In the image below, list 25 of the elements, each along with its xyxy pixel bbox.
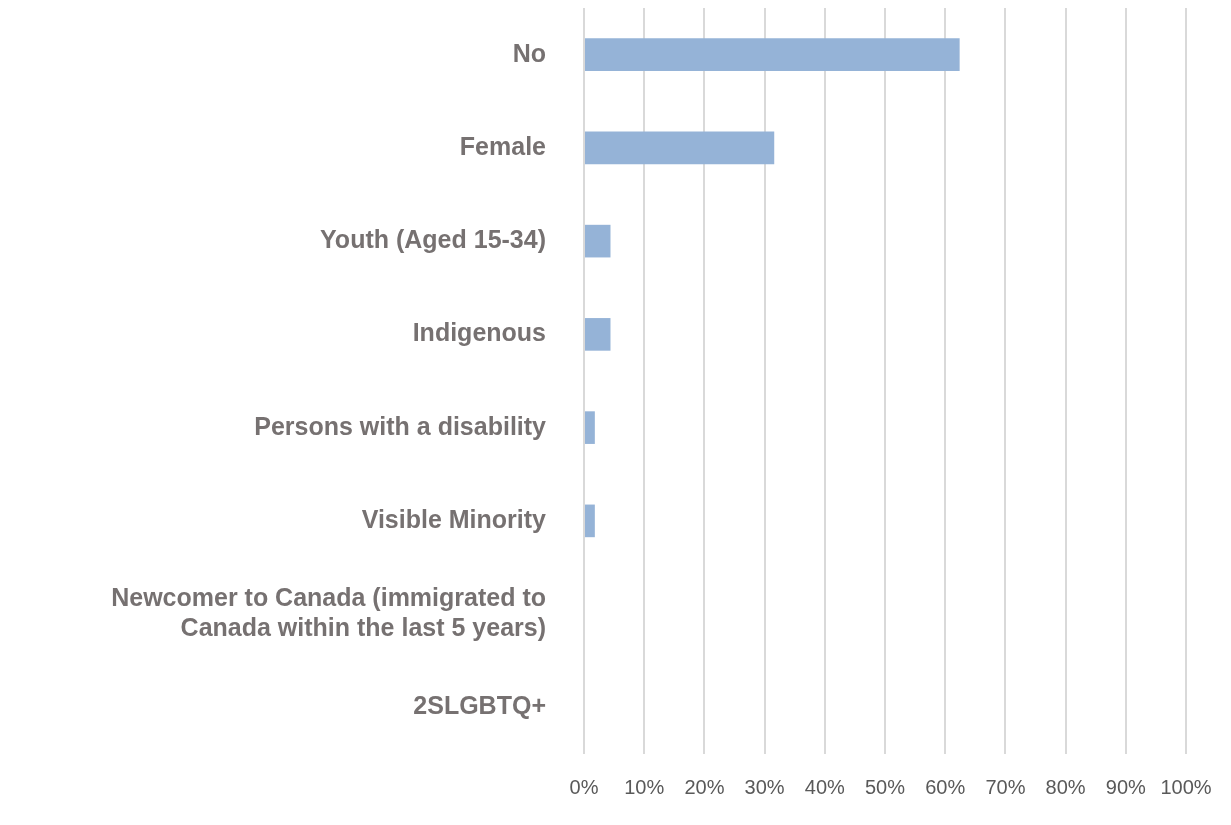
y-tick-label: 2SLGBTQ+ bbox=[413, 691, 546, 720]
bar bbox=[585, 411, 595, 444]
x-tick-label: 0% bbox=[569, 775, 599, 798]
y-tick-label: Female bbox=[459, 131, 547, 160]
x-tick-label: 70% bbox=[985, 775, 1026, 798]
bar bbox=[585, 38, 960, 71]
x-tick-label: 40% bbox=[804, 775, 846, 798]
x-tick-label: 90% bbox=[1105, 775, 1147, 798]
y-tick-label: Visible Minority bbox=[361, 504, 547, 533]
y-tick-label: Persons with a disability bbox=[254, 411, 547, 440]
y-tick-label: Youth (Aged 15-34) bbox=[320, 225, 546, 254]
x-tick-label: 10% bbox=[624, 775, 665, 798]
bar bbox=[585, 504, 595, 538]
x-tick-label: 100% bbox=[1160, 775, 1212, 798]
x-tick-label: 20% bbox=[684, 775, 725, 798]
x-tick-label: 50% bbox=[864, 775, 906, 798]
x-tick-label: 80% bbox=[1045, 775, 1086, 798]
bar bbox=[585, 224, 611, 258]
y-tick-label: Indigenous bbox=[412, 318, 546, 347]
y-tick-label: No bbox=[512, 38, 546, 67]
y-tick-label: Newcomer to Canada (immigrated to Canada within the last 5 years) bbox=[111, 583, 546, 642]
bar bbox=[585, 131, 775, 165]
bar bbox=[585, 318, 611, 351]
x-tick-label: 60% bbox=[925, 775, 966, 798]
x-tick-label: 30% bbox=[744, 775, 785, 798]
